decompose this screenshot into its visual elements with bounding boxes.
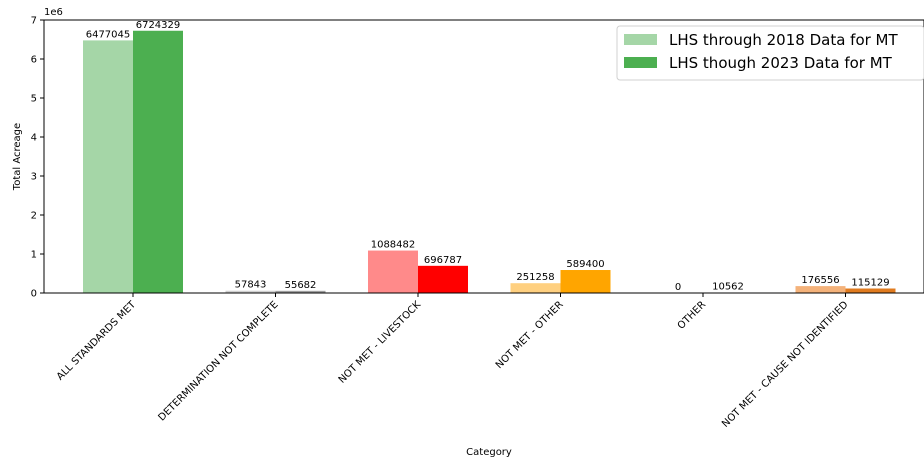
- plot-frame: [43, 19, 924, 294]
- x-tick-label: NOT MET - OTHER: [494, 299, 566, 371]
- bar-2018-1: [225, 290, 276, 293]
- x-axis-label: Category: [466, 447, 512, 458]
- x-tick-label: NOT MET - LIVESTOCK: [337, 299, 424, 386]
- bar-value-label: 57843: [235, 280, 267, 291]
- bar-labels-layer: 6477045 6724329 57843 55682 1088482 696787 251…: [86, 20, 890, 293]
- legend-swatch-2018: [624, 34, 657, 45]
- bar-value-label: 0: [675, 282, 681, 293]
- y-axis-scale-label: 1e6: [44, 7, 63, 18]
- bar-value-label: 10562: [712, 282, 744, 293]
- legend-label-2023: LHS though 2023 Data for MT: [669, 54, 893, 72]
- y-tick-label: 4: [31, 133, 37, 144]
- bar-2018-5: [795, 286, 846, 293]
- y-tick-label: 5: [31, 94, 37, 105]
- bar-value-label: 6724329: [136, 20, 181, 31]
- bars-layer: [83, 30, 896, 294]
- y-axis: 0 1 2 3 4 5 6 7: [31, 16, 44, 300]
- legend-swatch-2023: [624, 57, 657, 68]
- x-tick-label: NOT MET - CAUSE NOT IDENTIFIED: [720, 299, 851, 430]
- y-axis-label: Total Acreage: [12, 123, 23, 191]
- bar-value-label: 1088482: [371, 240, 416, 251]
- bar-2023-3: [560, 270, 611, 293]
- bar-value-label: 6477045: [86, 29, 131, 40]
- bar-2023-1: [275, 290, 326, 293]
- bar-value-label: 115129: [851, 278, 889, 289]
- bar-2023-2: [418, 265, 468, 293]
- legend-label-2018: LHS through 2018 Data for MT: [669, 31, 898, 49]
- legend-frame: [616, 25, 924, 81]
- bar-value-label: 251258: [516, 272, 554, 283]
- bar-value-label: 55682: [285, 280, 317, 291]
- x-tick-label: ALL STANDARDS MET: [55, 299, 139, 383]
- x-axis: ALL STANDARDS MET DETERMINATION NOT COMPL…: [55, 293, 851, 430]
- legend: LHS through 2018 Data for MT LHS though …: [616, 25, 924, 81]
- bar-2023-5: [845, 288, 896, 293]
- bar-value-label: 176556: [801, 275, 839, 286]
- bar-value-label: 589400: [566, 259, 604, 270]
- bar-2018-3: [510, 283, 561, 293]
- y-tick-label: 6: [31, 55, 37, 66]
- bar-2023-0: [133, 30, 183, 294]
- x-tick-label: DETERMINATION NOT COMPLETE: [156, 299, 280, 423]
- bar-value-label: 696787: [424, 255, 462, 266]
- y-tick-label: 7: [31, 16, 37, 27]
- y-tick-label: 2: [31, 211, 37, 222]
- bar-2018-2: [368, 250, 418, 293]
- bar-2018-0: [83, 40, 133, 293]
- y-tick-label: 1: [31, 250, 37, 261]
- y-tick-label: 0: [31, 289, 37, 300]
- x-tick-label: OTHER: [676, 299, 708, 331]
- y-tick-label: 3: [31, 172, 37, 183]
